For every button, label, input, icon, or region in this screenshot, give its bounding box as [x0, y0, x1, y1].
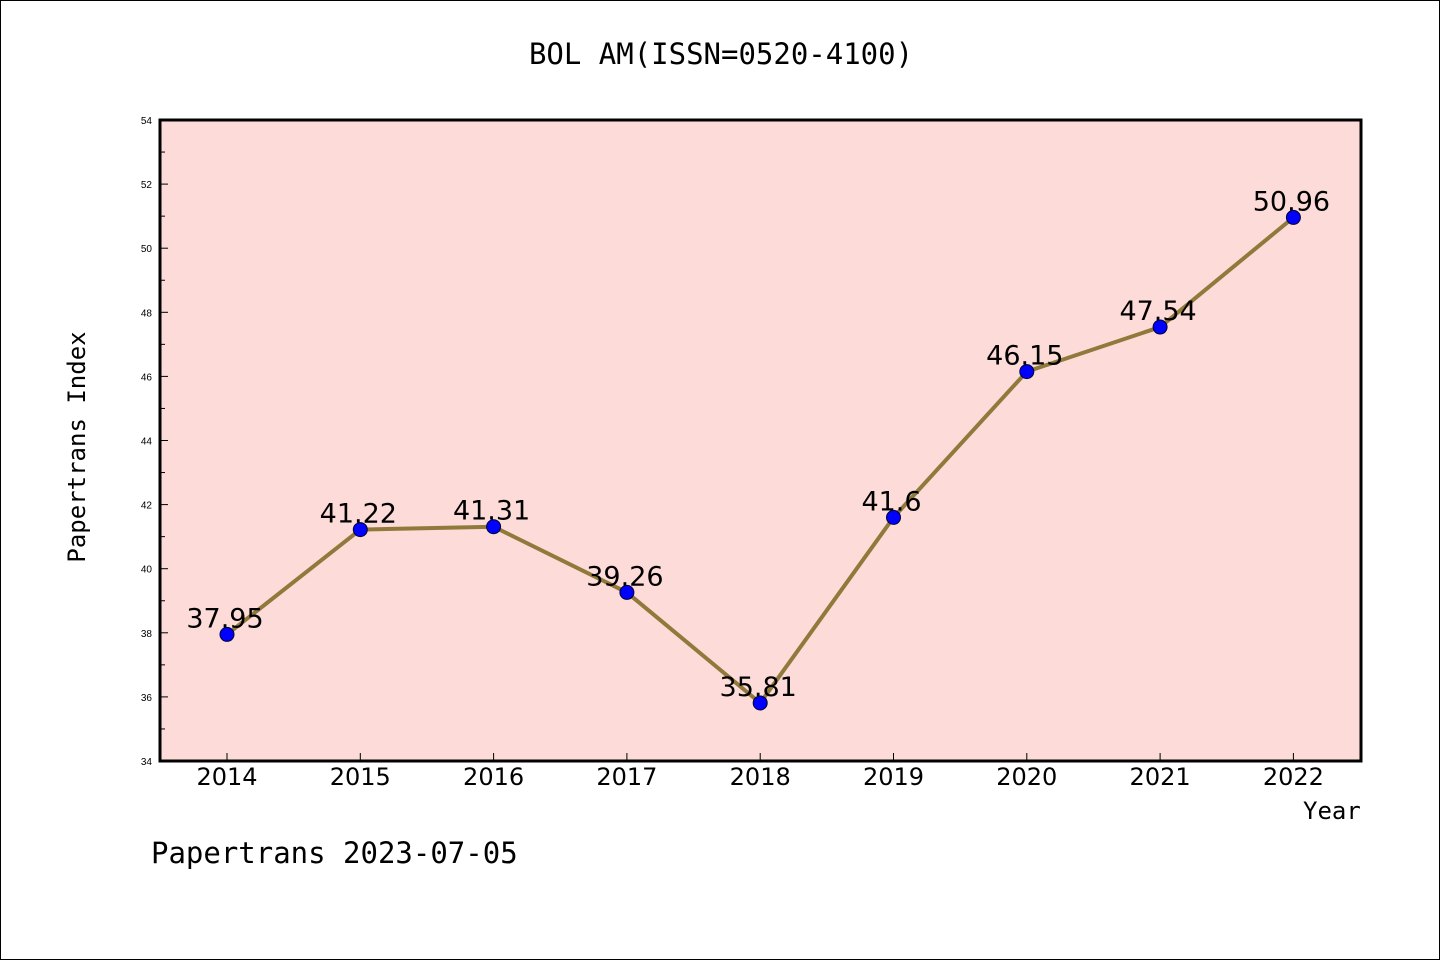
data-point: [752, 695, 768, 711]
y-tick-label: 50: [141, 244, 153, 255]
y-tick-label: 46: [141, 372, 153, 383]
data-point: [1285, 209, 1301, 225]
y-tick-label: 42: [141, 501, 153, 512]
x-axis-label: Year: [1303, 797, 1361, 825]
chart-title: BOL AM(ISSN=0520-4100): [528, 37, 914, 71]
y-tick-label: 40: [141, 565, 153, 576]
data-point: [1152, 319, 1168, 335]
y-tick-label: 38: [141, 629, 153, 640]
x-tick-label: 2019: [863, 763, 924, 791]
y-tick-label: 54: [141, 116, 153, 127]
y-tick-label: 52: [141, 180, 153, 191]
x-tick-label: 2015: [330, 763, 391, 791]
x-tick-label: 2021: [1130, 763, 1191, 791]
data-point: [1019, 364, 1035, 380]
data-point: [352, 522, 368, 538]
data-point: [886, 509, 901, 525]
x-tick-label: 2020: [996, 763, 1057, 791]
plot-border: [158, 118, 1363, 763]
x-tick-label: 2018: [730, 763, 791, 791]
x-tick-label: 2017: [596, 763, 657, 791]
data-point: [619, 584, 635, 600]
y-tick-label: 48: [141, 308, 153, 319]
x-tick-label: 2022: [1263, 763, 1324, 791]
data-point: [219, 626, 235, 642]
data-point: [486, 519, 502, 535]
y-tick-label: 36: [141, 693, 153, 704]
plot-background: [160, 120, 1361, 761]
footer-text: Papertrans 2023-07-05: [151, 836, 518, 870]
x-tick-label: 2016: [463, 763, 524, 791]
y-tick-label: 34: [141, 757, 153, 768]
y-tick-label: 44: [141, 437, 153, 448]
x-tick-label: 2014: [196, 763, 257, 791]
